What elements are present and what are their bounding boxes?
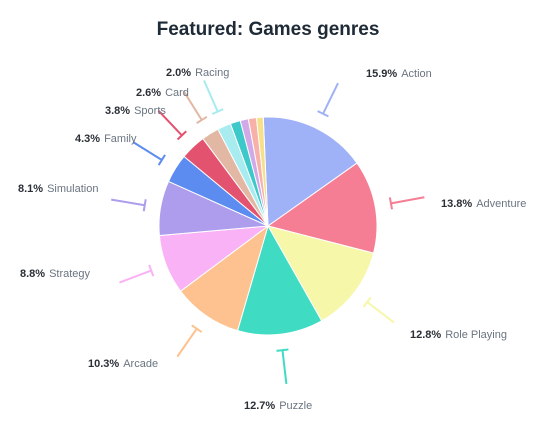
leader-line-card (182, 90, 203, 121)
slice-percent: 15.9% (366, 68, 397, 80)
slice-label-simulation: 8.1% Simulation (18, 183, 98, 195)
slice-name: Simulation (47, 183, 98, 195)
slice-label-role-playing: 12.8% Role Playing (410, 329, 507, 341)
slice-label-racing: 2.0% Racing (166, 67, 229, 79)
pie-slice-arcade (179, 224, 269, 332)
slice-label-puzzle: 12.7% Puzzle (244, 400, 312, 412)
slice-percent: 10.3% (88, 358, 119, 370)
slice-label-arcade: 10.3% Arcade (88, 358, 158, 370)
leader-line-strategy (119, 269, 152, 284)
leader-tick-simulation (142, 199, 147, 212)
slice-name: Puzzle (279, 400, 312, 412)
slice-name: Card (165, 87, 189, 99)
slice-label-sports: 3.8% Sports (105, 105, 166, 117)
leader-tick-arcade (191, 324, 203, 333)
leader-tick-role-playing (362, 296, 372, 308)
leader-line-simulation (111, 198, 145, 207)
slice-label-strategy: 8.8% Strategy (20, 268, 91, 280)
slice-percent: 12.8% (410, 329, 441, 341)
slice-percent: 8.1% (18, 183, 43, 195)
slice-percent: 12.7% (244, 400, 275, 412)
leader-line-puzzle (281, 350, 288, 385)
slice-percent: 2.6% (136, 87, 161, 99)
chart-title: Featured: Games genres (157, 19, 380, 40)
leader-tick-racing (211, 108, 224, 115)
slice-name: Sports (134, 105, 166, 117)
slice-percent: 8.8% (20, 268, 45, 280)
pie-slice-role-playing (266, 225, 375, 322)
pie-slice-adventure (266, 162, 378, 254)
slice-percent: 3.8% (105, 105, 130, 117)
pie-slice-puzzle (236, 224, 323, 336)
slice-name: Racing (195, 67, 229, 79)
leader-tick-sports (176, 130, 187, 141)
leader-line-family (132, 141, 163, 161)
leader-line-arcade (176, 328, 198, 358)
pie-slice-other-14 (255, 116, 269, 227)
slice-name: Adventure (476, 198, 526, 210)
slice-label-card: 2.6% Card (136, 87, 189, 99)
leader-tick-family (157, 154, 166, 166)
leader-tick-strategy (148, 264, 155, 277)
slice-labels: 15.9% Action 13.8% Adventure 12.8% Role Playi… (18, 67, 526, 412)
slice-percent: 2.0% (166, 67, 191, 79)
leader-line-role-playing (366, 301, 395, 324)
leader-line-adventure (390, 196, 425, 205)
slice-label-adventure: 13.8% Adventure (441, 198, 526, 210)
slice-label-action: 15.9% Action (366, 68, 432, 80)
slice-name: Role Playing (445, 329, 507, 341)
slice-name: Arcade (123, 358, 158, 370)
slice-name: Family (104, 133, 137, 145)
slice-name: Strategy (49, 268, 90, 280)
pie-slices (158, 116, 378, 336)
slice-percent: 4.3% (75, 133, 100, 145)
leader-lines (111, 80, 425, 385)
leader-tick-card (196, 115, 208, 125)
slice-name: Action (401, 68, 432, 80)
leader-tick-adventure (388, 197, 394, 210)
leader-line-sports (157, 110, 183, 137)
slice-label-family: 4.3% Family (75, 133, 137, 145)
leader-line-racing (203, 80, 219, 112)
leader-tick-action (317, 110, 329, 118)
slice-percent: 13.8% (441, 198, 472, 210)
pie-slice-action (262, 116, 358, 227)
leader-line-action (322, 82, 339, 115)
leader-tick-puzzle (276, 348, 289, 352)
